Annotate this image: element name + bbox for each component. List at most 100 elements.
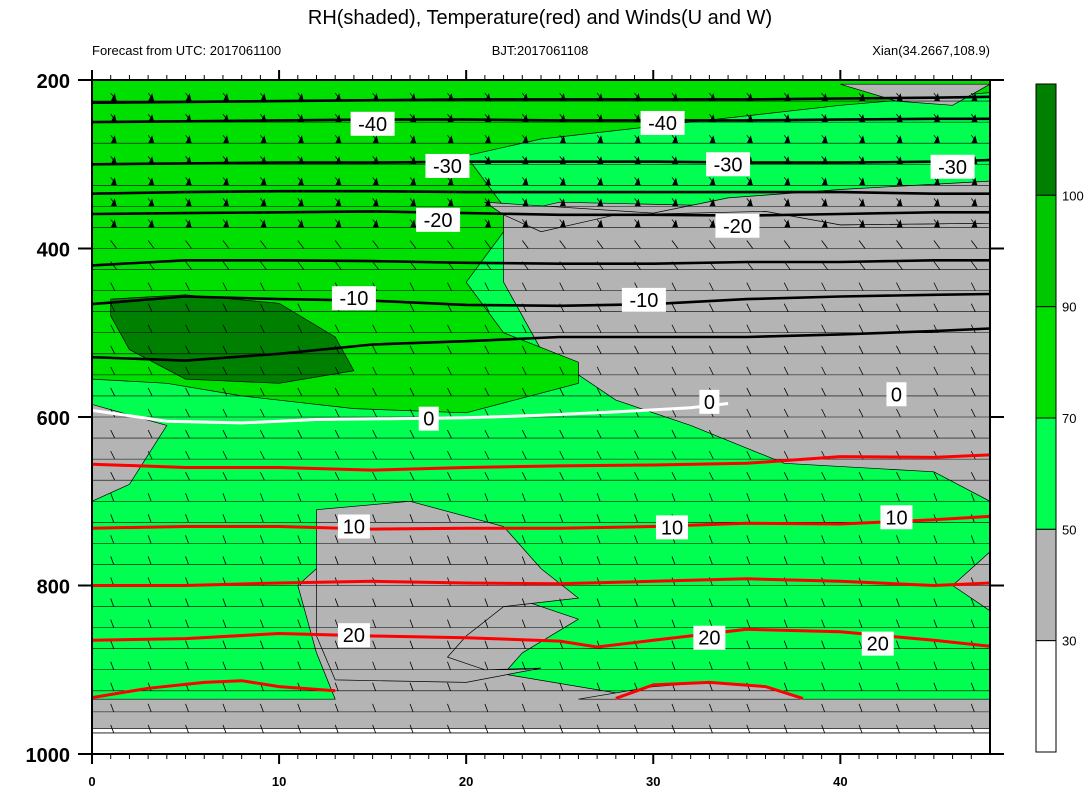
wind-barb xyxy=(970,366,976,376)
wind-barb xyxy=(859,198,866,207)
wind-barb xyxy=(522,177,529,186)
wind-barb xyxy=(222,661,227,670)
wind-barb xyxy=(297,324,303,333)
wind-barb xyxy=(147,598,152,607)
contour-label-text: 0 xyxy=(704,392,715,414)
wind-barb xyxy=(409,324,415,333)
contour-label-text: -40 xyxy=(358,114,387,136)
wind-barb xyxy=(709,661,713,670)
wind-barb xyxy=(858,429,864,439)
wind-barb xyxy=(340,80,342,81)
wind-barb xyxy=(858,661,863,670)
colorbar-segment xyxy=(1035,528,1057,642)
wind-barb xyxy=(148,93,155,102)
wind-barb xyxy=(896,661,900,670)
wind-barb xyxy=(334,514,339,523)
x-tick-label: 20 xyxy=(459,774,473,789)
wind-barb xyxy=(110,661,115,670)
wind-barb xyxy=(484,282,490,291)
wind-barb xyxy=(896,472,901,481)
wind-barb xyxy=(821,493,825,502)
wind-barb xyxy=(634,366,639,376)
wind-barb xyxy=(933,282,939,291)
wind-barb xyxy=(185,429,190,439)
wind-barb xyxy=(185,177,192,186)
wind-barb xyxy=(671,345,677,354)
contour-label-box xyxy=(880,505,913,530)
wind-barb xyxy=(372,640,376,649)
wind-barb xyxy=(671,282,677,291)
wind-barb xyxy=(858,324,864,333)
wind-barb xyxy=(671,493,676,502)
wind-barb xyxy=(260,240,267,249)
contour-label-text: 20 xyxy=(343,625,365,647)
wind-barb xyxy=(783,493,788,502)
wind-barb xyxy=(222,514,227,523)
wind-barb xyxy=(933,345,939,354)
colorbar-segment xyxy=(1035,640,1057,753)
wind-barb xyxy=(147,472,153,481)
wind-barb xyxy=(933,408,939,418)
wind-barb xyxy=(148,198,155,207)
wind-barb xyxy=(116,80,117,81)
contour-label-text: 10 xyxy=(885,507,907,529)
wind-barb xyxy=(447,556,451,565)
contour-label: 20 xyxy=(861,631,894,656)
wind-barb xyxy=(297,135,304,144)
wind-barb xyxy=(147,282,153,291)
wind-barb xyxy=(746,640,751,649)
wind-barb xyxy=(297,556,302,565)
wind-barb xyxy=(709,72,715,80)
wind-barb xyxy=(709,135,716,144)
wind-barb xyxy=(671,556,676,565)
wind-barb xyxy=(896,198,903,207)
contour-label-box xyxy=(416,207,461,232)
contour-label: -30 xyxy=(706,152,751,177)
wind-barb xyxy=(746,535,751,544)
wind-barb xyxy=(821,387,826,397)
wind-barb xyxy=(222,535,227,544)
wind-barb xyxy=(709,535,713,544)
wind-barb xyxy=(896,219,903,228)
wind-barb xyxy=(634,535,638,544)
wind-barb xyxy=(185,324,190,333)
wind-barb xyxy=(372,619,376,628)
wind-barb xyxy=(297,724,302,734)
wind-barb xyxy=(373,72,379,80)
wind-barb xyxy=(858,408,864,418)
wind-barb xyxy=(596,345,602,354)
wind-barb xyxy=(521,556,526,565)
wind-barb xyxy=(559,450,565,460)
wind-barb xyxy=(185,493,189,502)
colorbar-segment xyxy=(1035,417,1057,530)
wind-barb xyxy=(147,366,153,376)
wind-barb xyxy=(447,240,454,249)
wind-barb xyxy=(709,303,714,312)
wind-barb xyxy=(260,556,264,565)
y-tick-label: 800 xyxy=(37,577,70,599)
wind-barb xyxy=(671,450,677,460)
wind-barb xyxy=(970,387,976,397)
wind-barb xyxy=(110,156,117,165)
wind-barb xyxy=(970,556,975,565)
wind-barb xyxy=(521,366,527,376)
contour-label-text: -10 xyxy=(629,290,658,312)
wind-barb xyxy=(110,345,116,354)
wind-barb xyxy=(746,450,752,460)
contour-label-text: -20 xyxy=(723,216,752,238)
wind-barb xyxy=(297,661,302,670)
wind-barb xyxy=(746,429,752,439)
contour-label-text: -40 xyxy=(648,113,677,135)
wind-barb xyxy=(484,514,489,523)
wind-barb xyxy=(260,493,264,502)
wind-barb xyxy=(709,493,713,502)
wind-barb xyxy=(147,324,153,333)
wind-barb xyxy=(971,198,978,207)
wind-barb xyxy=(596,514,601,523)
wind-barb xyxy=(222,240,230,249)
colorbar-segment xyxy=(1035,83,1057,196)
wind-barb xyxy=(521,598,526,607)
wind-barb xyxy=(222,303,228,312)
wind-barb xyxy=(147,661,152,670)
wind-barb xyxy=(297,366,303,376)
